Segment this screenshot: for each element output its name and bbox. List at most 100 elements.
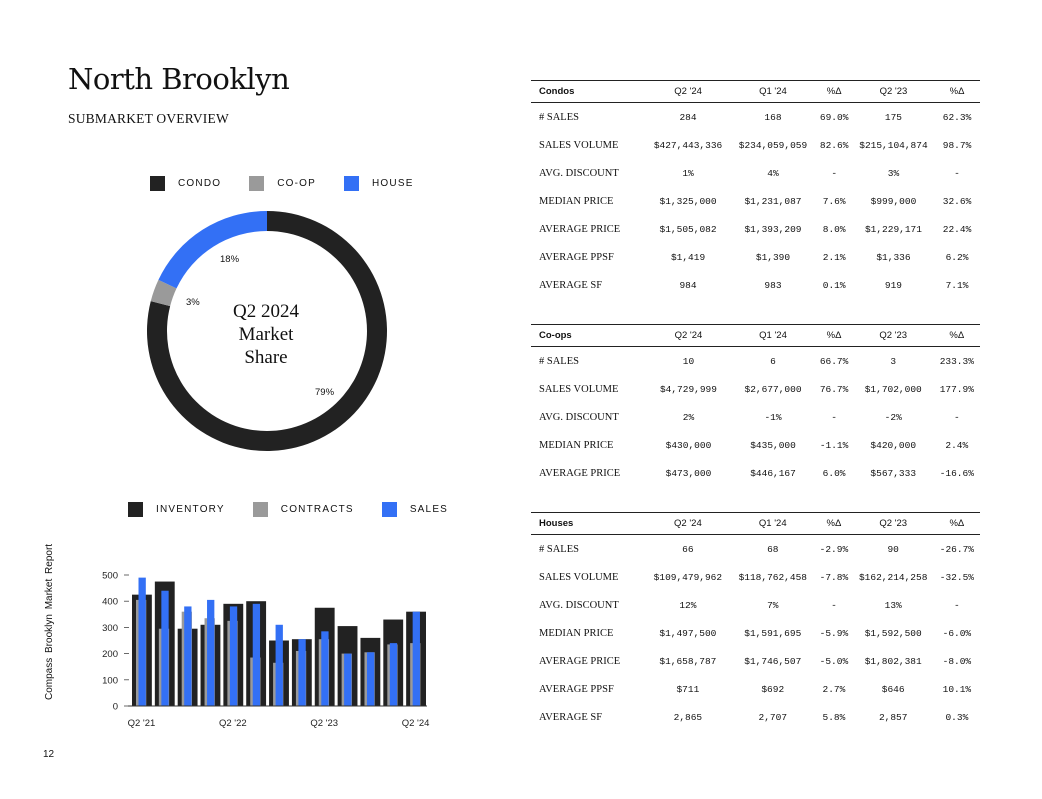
legend-label-contracts: CONTRACTS [280, 504, 354, 515]
table-cell: 175 [884, 111, 903, 123]
bar-sales [229, 606, 238, 706]
table-row: AVG. DISCOUNT 12% 7% - 13% - [531, 591, 980, 619]
table-cell: 68 [767, 543, 779, 555]
table-cell: 62.3% [942, 111, 972, 123]
column-header: Q2 '24 [645, 512, 731, 535]
legend-label-inventory: INVENTORY [156, 504, 225, 515]
y-tick-label: 500 [102, 571, 118, 582]
table-row: MEDIAN PRICE $430,000 $435,000 -1.1% $420,00… [531, 431, 980, 459]
table-row: SALES VOLUME $109,479,962 $118,762,458 -7.8… [531, 563, 980, 591]
condos-table: Condos Q2 '24 Q1 '24 %Δ Q2 '23 %Δ # SALE… [531, 80, 980, 299]
table-cell: $427,443,336 [653, 139, 723, 151]
bar-sales [412, 611, 420, 706]
table-row: AVERAGE PRICE $1,505,082 $1,393,209 8.0% $1,… [531, 215, 980, 243]
table-row: AVERAGE PPSF $1,419 $1,390 2.1% $1,336 6.2% [531, 243, 980, 271]
page-number: 12 [43, 749, 55, 760]
table-cell: $435,000 [750, 439, 796, 451]
table-cell: 4% [767, 167, 779, 179]
table-cell: $1,390 [755, 251, 791, 263]
bar-sales [366, 652, 375, 706]
row-label: AVERAGE PPSF [539, 683, 614, 695]
column-header: %Δ [815, 324, 853, 347]
legend-swatch-coop [249, 176, 265, 191]
table-cell: 90 [887, 543, 899, 555]
table-cell: 13% [884, 599, 902, 611]
row-label: AVERAGE PRICE [539, 467, 621, 479]
table-row: # SALES 66 68 -2.9% 90 -26.7% [531, 535, 980, 564]
legend-label-house: HOUSE [372, 178, 414, 189]
table-cell: 12% [679, 599, 697, 611]
legend-swatch-contracts [252, 502, 268, 517]
row-label: AVERAGE PRICE [539, 655, 621, 667]
table-cell: 3% [887, 167, 900, 179]
legend-label-condo: CONDO [178, 178, 222, 189]
row-label: SALES VOLUME [539, 571, 619, 583]
legend-item-sales: SALES [381, 502, 448, 517]
donut-legend: CONDO CO-OP HOUSE [150, 176, 442, 191]
table-row: # SALES 10 6 66.7% 3 233.3% [531, 347, 980, 376]
houses-table: Houses Q2 '24 Q1 '24 %Δ Q2 '23 %Δ # SALE… [531, 512, 980, 731]
donut-center-line-1: Q2 2024 [233, 301, 299, 322]
table-cell: $999,000 [870, 195, 917, 207]
table-cell: 10 [682, 355, 695, 367]
table-cell: 7.6% [822, 195, 846, 207]
table-row: AVG. DISCOUNT 1% 4% - 3% - [531, 159, 980, 187]
table-cell: 0.1% [822, 279, 846, 291]
table-cell: -26.7% [939, 543, 974, 555]
table-cell: $646 [881, 683, 905, 695]
table-cell: 168 [764, 111, 782, 123]
x-tick-label: Q2 '24 [402, 718, 430, 729]
donut-center-text: Q2 2024 Market Share [196, 300, 336, 369]
table-cell: $567,333 [870, 467, 917, 479]
table-cell: 66.7% [819, 355, 849, 367]
table-cell: $2,677,000 [744, 383, 802, 395]
table-cell: -7.8% [819, 571, 849, 583]
legend-item-contracts: CONTRACTS [252, 502, 354, 517]
table-cell: -1.1% [819, 439, 849, 451]
table-cell: - [831, 411, 837, 423]
row-label: AVERAGE SF [539, 711, 603, 723]
coops-table: Co-ops Q2 '24 Q1 '24 %Δ Q2 '23 %Δ # SALE… [531, 324, 980, 487]
table-cell: 32.6% [942, 195, 972, 207]
table-row: MEDIAN PRICE $1,497,500 $1,591,695 -5.9% $1,… [531, 619, 980, 647]
table-cell: $1,231,087 [744, 195, 802, 207]
table-cell: -5.9% [819, 627, 849, 639]
table-cell: 2.1% [822, 251, 846, 263]
table-cell: -8.0% [942, 655, 972, 667]
legend-item-house: HOUSE [344, 176, 414, 191]
bar-legend: INVENTORY CONTRACTS SALES [128, 502, 476, 517]
table-cell: $1,591,695 [744, 627, 802, 639]
row-label: # SALES [539, 111, 579, 123]
bar-sales [298, 639, 306, 706]
table-cell: $420,000 [870, 439, 917, 451]
legend-swatch-inventory [128, 502, 143, 517]
table-cell: 82.6% [819, 139, 849, 151]
table-title: Houses [531, 512, 646, 535]
table-cell: - [831, 599, 837, 611]
coops-table-body: # SALES 10 6 66.7% 3 233.3% SALES VOLUME $4,729… [531, 347, 980, 488]
column-header: Q1 '24 [730, 324, 816, 347]
table-title: Condos [531, 80, 646, 103]
table-row: AVERAGE SF 2,865 2,707 5.8% 2,857 0.3% [531, 703, 980, 731]
x-tick-label: Q2 '21 [128, 718, 156, 729]
table-cell: $711 [676, 683, 700, 695]
table-cell: 6.2% [945, 251, 969, 263]
table-cell: $162,214,258 [858, 571, 928, 583]
bar-sales [161, 590, 169, 706]
legend-swatch-house [344, 176, 360, 191]
table-cell: 233.3% [939, 355, 974, 367]
column-header: %Δ [933, 324, 980, 347]
table-cell: 98.7% [942, 139, 972, 151]
y-tick-label: 0 [113, 702, 118, 713]
table-cell: $692 [761, 683, 785, 695]
x-tick-label: Q2 '22 [219, 718, 247, 729]
table-header-row: Condos Q2 '24 Q1 '24 %Δ Q2 '23 %Δ [531, 80, 980, 103]
table-cell: $1,325,000 [659, 195, 717, 207]
row-label: AVG. DISCOUNT [539, 411, 619, 423]
table-row: SALES VOLUME $427,443,336 $234,059,059 82.6… [531, 131, 980, 159]
table-cell: $1,419 [670, 251, 706, 263]
table-cell: 984 [679, 279, 697, 291]
table-cell: - [953, 411, 960, 423]
table-cell: -16.6% [939, 467, 974, 479]
table-cell: 76.7% [819, 383, 849, 395]
